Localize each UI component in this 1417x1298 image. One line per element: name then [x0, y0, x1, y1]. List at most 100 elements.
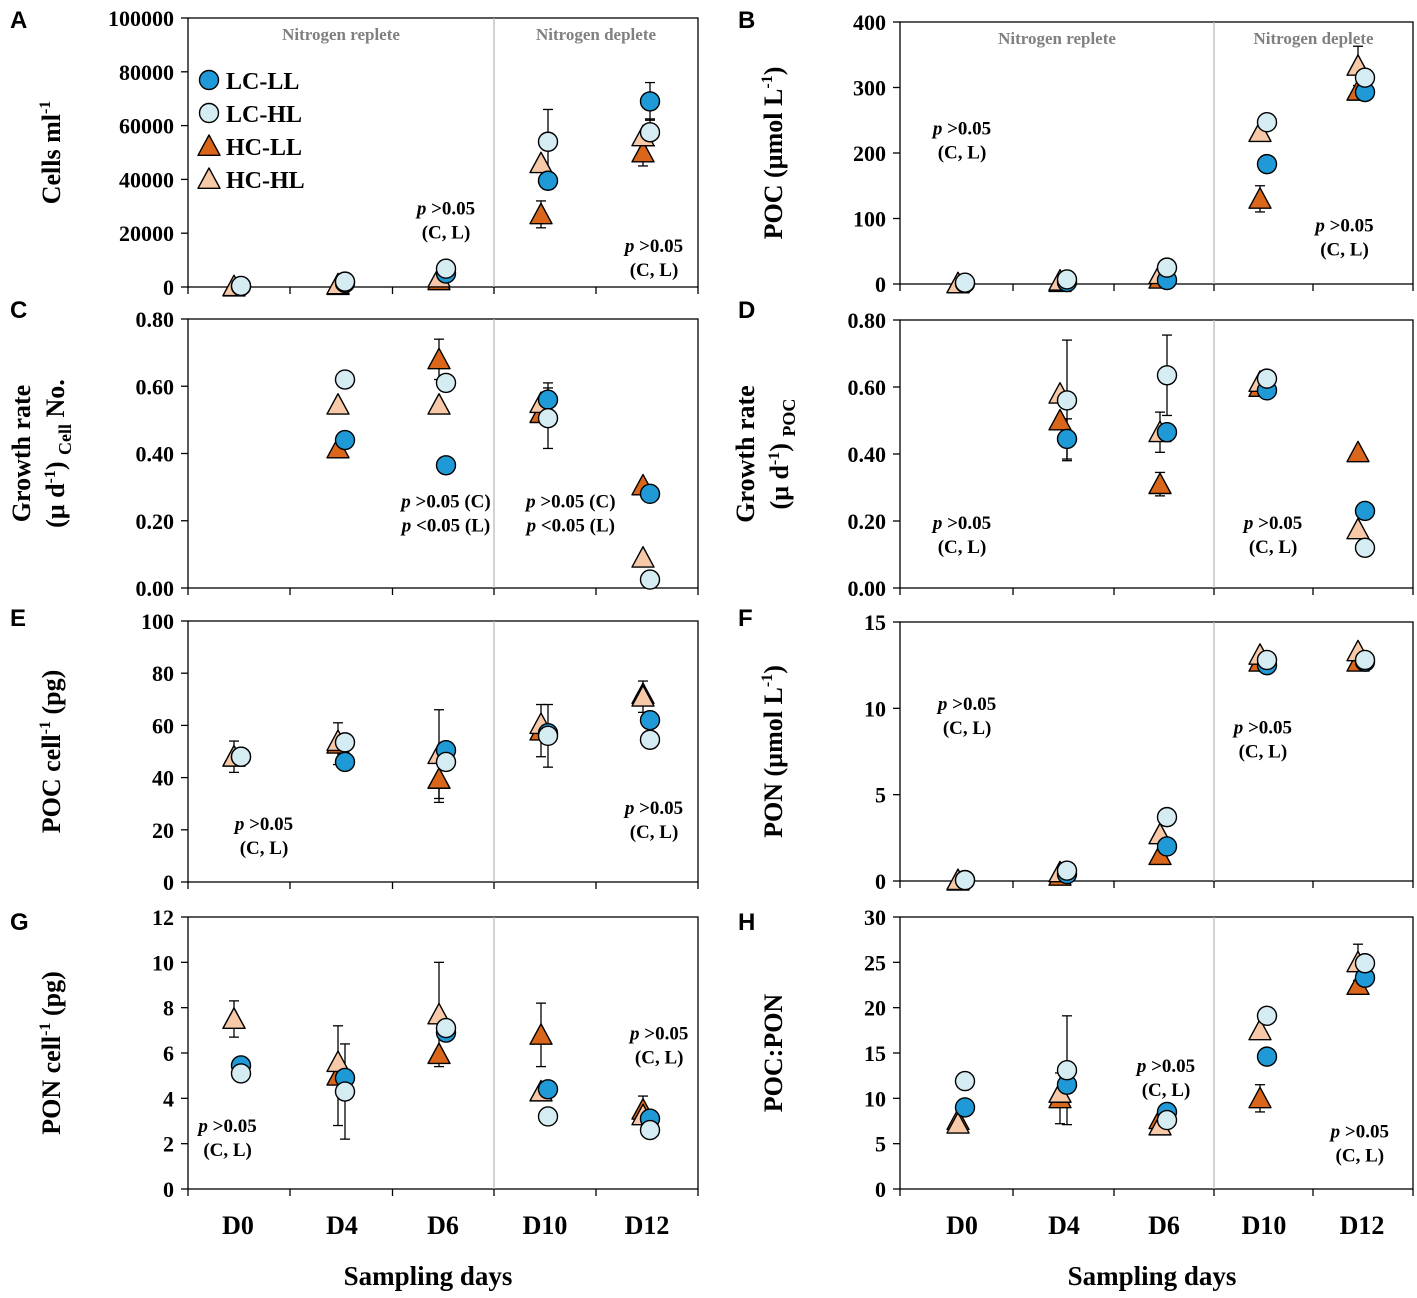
y-tick-label: 300	[853, 76, 886, 101]
point-lc-hl	[1354, 649, 1376, 671]
y-axis-title: PON (µmol L-1)	[759, 665, 788, 838]
point-lc-hl	[1354, 537, 1376, 558]
y-tick-label: 0.40	[848, 442, 887, 467]
significance-annotation: (C, L)	[938, 537, 987, 558]
y-tick-label: 0	[875, 272, 886, 297]
significance-annotation: p >0.05	[233, 814, 293, 835]
y-tick-label: 0.00	[136, 576, 175, 601]
point-hc-hl	[1248, 1018, 1272, 1041]
significance-annotation: p >0.05	[931, 119, 991, 140]
y-tick-label: 0.60	[848, 375, 887, 400]
legend-marker-hc-hl	[197, 167, 221, 190]
y-tick-label: 15	[864, 1041, 886, 1066]
point-hc-hl	[631, 684, 655, 707]
y-tick-label: 80	[152, 661, 174, 686]
y-tick-label: 20	[864, 996, 886, 1021]
point-lc-ll	[537, 389, 559, 410]
significance-annotation: p <0.05 (L)	[525, 515, 615, 536]
phase-label-replete: Nitrogen replete	[998, 29, 1116, 48]
point-hc-ll	[427, 347, 451, 370]
point-hc-ll	[631, 140, 655, 163]
significance-annotation: p >0.05	[415, 198, 475, 219]
y-tick-label: 60	[152, 713, 174, 738]
y-tick-label: 5	[875, 783, 886, 808]
significance-annotation: p >0.05	[196, 1116, 256, 1137]
x-axis-title: Sampling days	[1068, 1261, 1237, 1291]
point-lc-ll	[1256, 153, 1278, 175]
point-hc-hl	[222, 1007, 246, 1030]
point-hc-hl	[529, 151, 553, 174]
point-lc-hl	[334, 1081, 356, 1102]
y-tick-label: 0	[875, 869, 886, 894]
significance-annotation: p >0.05	[931, 513, 991, 534]
y-tick-label: 0.40	[136, 442, 175, 467]
significance-annotation: (C, L)	[1320, 240, 1369, 261]
point-lc-hl	[1056, 860, 1078, 881]
y-tick-label: 6	[163, 1041, 174, 1066]
significance-annotation: (C, L)	[1142, 1080, 1191, 1101]
y-tick-label: 200	[853, 141, 886, 166]
panel-b: 0 100 200 300 400 POC (µmol L-1) B Nitrogen rep…	[738, 7, 1414, 297]
y-tick-label: 0	[163, 870, 174, 895]
point-lc-ll	[1156, 422, 1178, 443]
point-hc-ll	[1148, 472, 1172, 495]
point-lc-hl	[334, 732, 356, 753]
y-tick-label: 10	[864, 1086, 886, 1111]
significance-annotation: (C, L)	[240, 838, 289, 859]
significance-annotation: (C, L)	[630, 822, 679, 843]
phase-label-replete: Nitrogen replete	[282, 25, 400, 44]
phase-label-deplete: Nitrogen deplete	[536, 25, 657, 44]
legend-marker-lc-ll	[198, 69, 220, 91]
significance-annotation: (C, L)	[422, 222, 471, 243]
y-axis-title: POC:PON	[759, 994, 788, 1113]
point-lc-hl	[639, 122, 661, 143]
point-lc-ll	[639, 709, 661, 731]
panel-g: 0 2 4 6 8 10 12 PON cell-1 (pg) Gp >0.05 (C, L) p …	[10, 905, 699, 1291]
y-tick-label: 0.20	[848, 509, 887, 534]
point-lc-hl	[1354, 953, 1376, 974]
significance-annotation: p >0.05	[936, 694, 996, 715]
significance-annotation: p >0.05 (C)	[399, 491, 490, 512]
point-lc-hl	[230, 746, 252, 767]
y-tick-label: 5	[875, 1132, 886, 1157]
point-lc-ll	[1256, 1046, 1278, 1067]
y-tick-label: 80000	[119, 60, 174, 85]
y-tick-label: 2	[163, 1132, 174, 1157]
y-tick-label: 60000	[119, 114, 174, 139]
x-tick-label: D6	[427, 1211, 459, 1240]
point-hc-ll	[1346, 440, 1370, 463]
point-lc-hl	[537, 1106, 559, 1127]
panel-label-g: G	[10, 909, 29, 936]
point-lc-hl	[537, 725, 559, 747]
significance-annotation: (C, L)	[943, 718, 992, 739]
point-lc-hl	[639, 1119, 661, 1141]
x-tick-label: D0	[946, 1211, 978, 1240]
point-lc-ll	[537, 170, 559, 191]
y-axis-title: POC cell-1 (pg)	[37, 670, 66, 834]
y-tick-label: 0	[163, 1177, 174, 1202]
y-tick-label: 15	[864, 610, 886, 635]
x-tick-label: D12	[625, 1211, 670, 1240]
y-tick-label: 20	[152, 818, 174, 843]
x-tick-label: D4	[326, 1211, 358, 1240]
panel-f-frame	[899, 621, 1414, 882]
y-tick-label: 0.00	[848, 576, 887, 601]
legend-entry-lc-hl: LC-HL	[226, 102, 302, 128]
legend-entry-lc-ll: LC-LL	[226, 69, 299, 95]
point-hc-ll	[1248, 187, 1272, 209]
panel-c: 0.00 0.20 0.40 0.60 0.80 Growth rate (μ d-1) C…	[7, 297, 699, 601]
y-tick-label: 10	[864, 696, 886, 721]
legend-marker-lc-hl	[198, 102, 220, 124]
point-lc-hl	[435, 751, 457, 773]
legend-marker-hc-ll	[197, 134, 221, 157]
y-tick-label: 100000	[108, 6, 174, 31]
point-lc-ll	[1156, 836, 1178, 857]
point-hc-hl	[326, 393, 350, 415]
y-axis-title: Growth rate	[7, 385, 36, 522]
point-hc-hl	[946, 1112, 970, 1134]
point-hc-ll	[529, 202, 553, 225]
point-lc-hl	[639, 569, 661, 590]
panel-label-b: B	[738, 7, 755, 34]
significance-annotation: p >0.05	[628, 1023, 688, 1044]
panel-d: 0.00 0.20 0.40 0.60 0.80 Growth rate (μ d-1) P…	[731, 297, 1414, 601]
